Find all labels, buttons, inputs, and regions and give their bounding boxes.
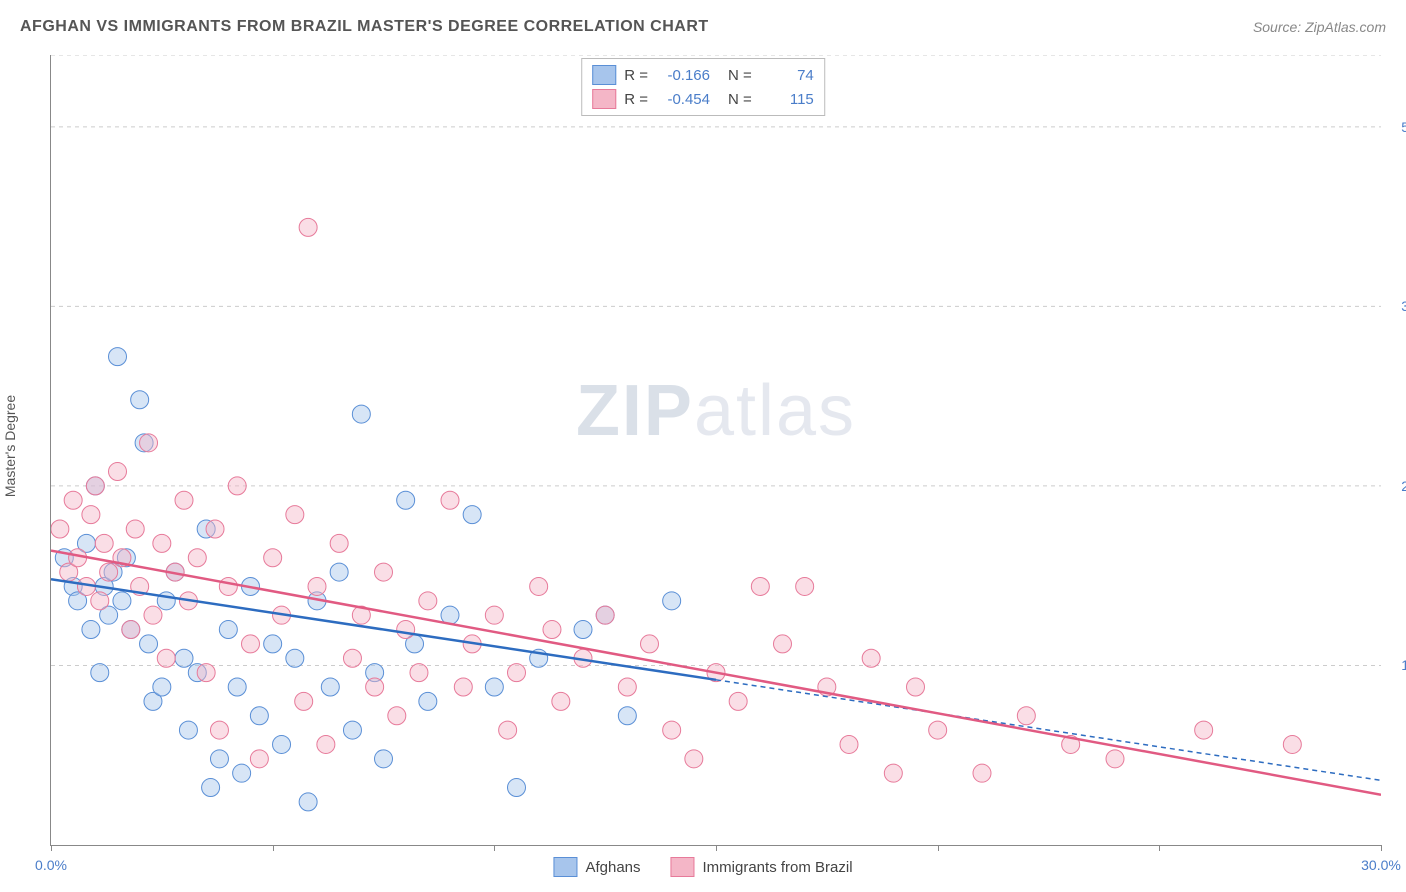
- correlation-legend: R = -0.166 N = 74 R = -0.454 N = 115: [581, 58, 825, 116]
- y-tick-label: 37.5%: [1391, 298, 1406, 314]
- legend-swatch: [592, 65, 616, 85]
- n-value: 115: [760, 91, 814, 108]
- legend-stat-row: R = -0.166 N = 74: [592, 63, 814, 87]
- legend-swatch: [671, 857, 695, 877]
- y-axis-label: Master's Degree: [2, 395, 18, 497]
- legend-item: Immigrants from Brazil: [671, 857, 853, 877]
- chart-title: AFGHAN VS IMMIGRANTS FROM BRAZIL MASTER'…: [20, 18, 709, 36]
- scatter-svg: [51, 55, 1381, 845]
- r-value: -0.454: [656, 91, 710, 108]
- legend-swatch: [553, 857, 577, 877]
- x-tick-label: 30.0%: [1361, 857, 1401, 873]
- legend-item: Afghans: [553, 857, 640, 877]
- legend-label: Afghans: [585, 859, 640, 876]
- chart-source: Source: ZipAtlas.com: [1253, 19, 1386, 35]
- y-tick-label: 50.0%: [1391, 119, 1406, 135]
- legend-label: Immigrants from Brazil: [703, 859, 853, 876]
- n-value: 74: [760, 67, 814, 84]
- y-tick-label: 12.5%: [1391, 657, 1406, 673]
- y-tick-label: 25.0%: [1391, 478, 1406, 494]
- r-value: -0.166: [656, 67, 710, 84]
- legend-swatch: [592, 89, 616, 109]
- x-tick-label: 0.0%: [35, 857, 67, 873]
- legend-stat-row: R = -0.454 N = 115: [592, 87, 814, 111]
- chart-header: AFGHAN VS IMMIGRANTS FROM BRAZIL MASTER'…: [20, 18, 1386, 36]
- chart-plot-area: ZIPatlas 12.5%25.0%37.5%50.0% 0.0%30.0%: [50, 55, 1381, 846]
- series-legend: Afghans Immigrants from Brazil: [553, 857, 852, 877]
